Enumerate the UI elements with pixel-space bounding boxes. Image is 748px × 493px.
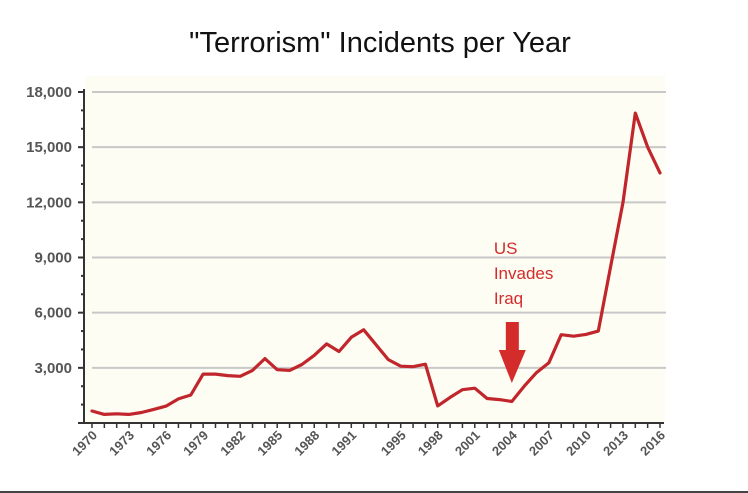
x-tick-label: 1982 <box>217 428 248 459</box>
annotation-label: Invades <box>494 264 554 283</box>
y-tick-label: 12,000 <box>26 194 72 211</box>
x-tick-label: 1991 <box>328 428 359 459</box>
x-tick-label: 1976 <box>143 428 174 459</box>
x-tick-label: 2004 <box>489 427 521 459</box>
annotation-label: Iraq <box>494 289 523 308</box>
chart-title: "Terrorism" Incidents per Year <box>189 27 571 59</box>
annotation-label: US <box>494 239 518 258</box>
x-tick-label: 2016 <box>637 428 668 459</box>
x-tick-label: 1973 <box>106 428 137 459</box>
x-tick-label: 1998 <box>415 428 446 459</box>
x-tick-label: 1985 <box>254 428 285 459</box>
down-arrow-icon <box>498 322 526 383</box>
series-layer <box>90 111 662 416</box>
grid-lines <box>92 91 666 369</box>
annotation: US Invades Iraq <box>494 239 554 383</box>
y-tick-label: 6,000 <box>34 305 72 322</box>
x-tick-label: 1979 <box>180 428 211 459</box>
y-tick-label: 3,000 <box>34 360 72 377</box>
y-tick-label: 15,000 <box>26 139 72 156</box>
x-tick-label: 2007 <box>526 428 557 459</box>
axes <box>78 89 664 428</box>
y-tick-label: 9,000 <box>34 250 72 267</box>
x-tick-label: 2013 <box>600 428 631 459</box>
x-tick-label: 1970 <box>69 428 100 459</box>
x-tick-label: 1988 <box>291 428 322 459</box>
x-tick-label: 1995 <box>378 428 409 459</box>
bottom-border <box>0 491 748 493</box>
x-tick-label: 2001 <box>452 428 483 459</box>
x-tick-label: 2010 <box>563 428 594 459</box>
plot-background <box>85 76 665 423</box>
series-line <box>90 111 662 416</box>
y-tick-label: 18,000 <box>26 84 72 101</box>
